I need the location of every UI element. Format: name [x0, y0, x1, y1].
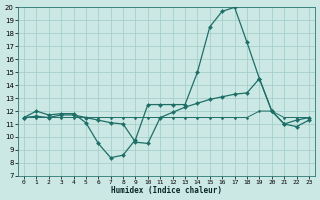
X-axis label: Humidex (Indice chaleur): Humidex (Indice chaleur) [111, 186, 222, 195]
